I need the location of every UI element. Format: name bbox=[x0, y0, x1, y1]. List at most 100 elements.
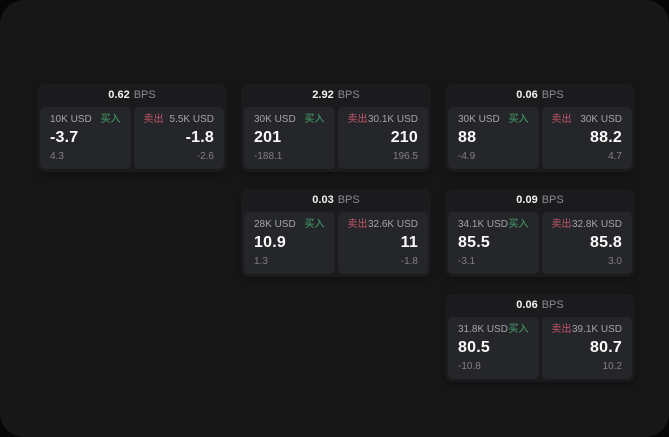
buy-price: 201 bbox=[254, 129, 282, 146]
buy-notional: 10K USD bbox=[50, 114, 92, 125]
buy-notional: 34.1K USD bbox=[458, 219, 509, 230]
bps-unit-label: BPS bbox=[133, 89, 156, 101]
sell-notional: 39.1K USD bbox=[571, 324, 622, 335]
sell-delta: -2.6 bbox=[196, 151, 214, 162]
quote-body: 10K USD 买入 -3.7 4.3 卖出 5.5K USD -1.8 -2.… bbox=[37, 105, 227, 172]
sell-tile[interactable]: 卖出 30K USD 88.2 4.7 bbox=[541, 107, 632, 169]
bps-unit-label: BPS bbox=[337, 89, 360, 101]
sell-price: 88.2 bbox=[590, 129, 622, 146]
bps-header: 0.62 BPS bbox=[37, 84, 227, 105]
quote-card-grid: 0.62 BPS 10K USD 买入 -3.7 4.3 卖出 5.5K USD… bbox=[37, 84, 635, 382]
sell-notional: 5.5K USD bbox=[169, 114, 214, 125]
buy-tile[interactable]: 34.1K USD 买入 85.5 -3.1 bbox=[448, 212, 539, 274]
sell-price: 11 bbox=[400, 234, 418, 251]
quote-body: 30K USD 买入 201 -188.1 卖出 30.1K USD 210 1… bbox=[241, 105, 431, 172]
sell-tile-header: 卖出 5.5K USD bbox=[144, 115, 215, 125]
buy-price: 80.5 bbox=[458, 339, 490, 356]
bps-value: 0.06 bbox=[516, 299, 538, 311]
buy-notional: 28K USD bbox=[254, 219, 296, 230]
buy-price: 85.5 bbox=[458, 234, 490, 251]
buy-tile[interactable]: 31.8K USD 买入 80.5 -10.8 bbox=[448, 317, 539, 379]
buy-notional: 30K USD bbox=[254, 114, 296, 125]
bps-header: 2.92 BPS bbox=[241, 84, 431, 105]
sell-delta: -1.8 bbox=[400, 256, 418, 267]
sell-tile-header: 卖出 32.8K USD bbox=[552, 220, 623, 230]
buy-delta: -10.8 bbox=[458, 361, 481, 372]
buy-price: -3.7 bbox=[50, 129, 79, 146]
buy-delta: 4.3 bbox=[50, 151, 64, 162]
buy-tile-header: 28K USD 买入 bbox=[254, 220, 325, 230]
quote-body: 28K USD 买入 10.9 1.3 卖出 32.6K USD 11 -1.8 bbox=[241, 210, 431, 277]
bps-unit-label: BPS bbox=[541, 89, 564, 101]
bps-quote-card: 0.03 BPS 28K USD 买入 10.9 1.3 卖出 32.6K US… bbox=[241, 189, 431, 277]
quote-body: 30K USD 买入 88 -4.9 卖出 30K USD 88.2 4.7 bbox=[445, 105, 635, 172]
sell-side-label: 卖出 bbox=[551, 114, 572, 125]
sell-tile[interactable]: 卖出 32.6K USD 11 -1.8 bbox=[337, 212, 428, 274]
sell-price: 80.7 bbox=[590, 339, 622, 356]
buy-side-label: 买入 bbox=[508, 114, 529, 125]
sell-price: 85.8 bbox=[590, 234, 622, 251]
buy-tile-header: 30K USD 买入 bbox=[254, 115, 325, 125]
buy-delta: 1.3 bbox=[254, 256, 268, 267]
sell-tile[interactable]: 卖出 32.8K USD 85.8 3.0 bbox=[541, 212, 632, 274]
buy-side-label: 买入 bbox=[508, 219, 529, 230]
sell-delta: 10.2 bbox=[602, 361, 622, 372]
sell-side-label: 卖出 bbox=[347, 219, 368, 230]
buy-tile[interactable]: 10K USD 买入 -3.7 4.3 bbox=[40, 107, 131, 169]
buy-price: 88 bbox=[458, 129, 477, 146]
buy-side-label: 买入 bbox=[304, 219, 325, 230]
sell-tile-header: 卖出 32.6K USD bbox=[348, 220, 419, 230]
buy-tile[interactable]: 30K USD 买入 88 -4.9 bbox=[448, 107, 539, 169]
bps-value: 0.62 bbox=[108, 89, 130, 101]
bps-header: 0.06 BPS bbox=[445, 84, 635, 105]
bps-unit-label: BPS bbox=[541, 299, 564, 311]
bps-unit-label: BPS bbox=[541, 194, 564, 206]
sell-side-label: 卖出 bbox=[551, 324, 572, 335]
sell-price: 210 bbox=[390, 129, 418, 146]
sell-delta: 4.7 bbox=[608, 151, 622, 162]
sell-tile-header: 卖出 39.1K USD bbox=[552, 325, 623, 335]
bps-quote-card: 2.92 BPS 30K USD 买入 201 -188.1 卖出 30.1K … bbox=[241, 84, 431, 172]
sell-delta: 196.5 bbox=[392, 151, 418, 162]
bps-value: 0.03 bbox=[312, 194, 334, 206]
buy-tile-header: 34.1K USD 买入 bbox=[458, 220, 529, 230]
bps-quote-card: 0.06 BPS 30K USD 买入 88 -4.9 卖出 30K USD 8… bbox=[445, 84, 635, 172]
bps-header: 0.06 BPS bbox=[445, 294, 635, 315]
bps-quote-card: 0.62 BPS 10K USD 买入 -3.7 4.3 卖出 5.5K USD… bbox=[37, 84, 227, 172]
buy-side-label: 买入 bbox=[304, 114, 325, 125]
bps-header: 0.09 BPS bbox=[445, 189, 635, 210]
buy-delta: -4.9 bbox=[458, 151, 476, 162]
buy-tile-header: 10K USD 买入 bbox=[50, 115, 121, 125]
buy-delta: -188.1 bbox=[254, 151, 283, 162]
buy-side-label: 买入 bbox=[508, 324, 529, 335]
buy-tile-header: 30K USD 买入 bbox=[458, 115, 529, 125]
buy-tile[interactable]: 30K USD 买入 201 -188.1 bbox=[244, 107, 335, 169]
sell-tile[interactable]: 卖出 5.5K USD -1.8 -2.6 bbox=[133, 107, 224, 169]
quote-body: 31.8K USD 买入 80.5 -10.8 卖出 39.1K USD 80.… bbox=[445, 315, 635, 382]
buy-tile-header: 31.8K USD 买入 bbox=[458, 325, 529, 335]
buy-tile[interactable]: 28K USD 买入 10.9 1.3 bbox=[244, 212, 335, 274]
bps-header: 0.03 BPS bbox=[241, 189, 431, 210]
sell-tile[interactable]: 卖出 39.1K USD 80.7 10.2 bbox=[541, 317, 632, 379]
buy-price: 10.9 bbox=[254, 234, 286, 251]
sell-notional: 30K USD bbox=[580, 114, 622, 125]
sell-side-label: 卖出 bbox=[347, 114, 368, 125]
sell-side-label: 卖出 bbox=[551, 219, 572, 230]
bps-unit-label: BPS bbox=[337, 194, 360, 206]
buy-notional: 31.8K USD bbox=[458, 324, 509, 335]
sell-tile[interactable]: 卖出 30.1K USD 210 196.5 bbox=[337, 107, 428, 169]
sell-price: -1.8 bbox=[185, 129, 214, 146]
sell-tile-header: 卖出 30.1K USD bbox=[348, 115, 419, 125]
sell-notional: 32.8K USD bbox=[571, 219, 622, 230]
sell-notional: 32.6K USD bbox=[367, 219, 418, 230]
bps-value: 2.92 bbox=[312, 89, 334, 101]
quote-body: 34.1K USD 买入 85.5 -3.1 卖出 32.8K USD 85.8… bbox=[445, 210, 635, 277]
sell-side-label: 卖出 bbox=[143, 114, 164, 125]
buy-delta: -3.1 bbox=[458, 256, 476, 267]
bps-quote-card: 0.09 BPS 34.1K USD 买入 85.5 -3.1 卖出 32.8K… bbox=[445, 189, 635, 277]
sell-tile-header: 卖出 30K USD bbox=[552, 115, 623, 125]
sell-delta: 3.0 bbox=[608, 256, 622, 267]
bps-value: 0.09 bbox=[516, 194, 538, 206]
bps-value: 0.06 bbox=[516, 89, 538, 101]
